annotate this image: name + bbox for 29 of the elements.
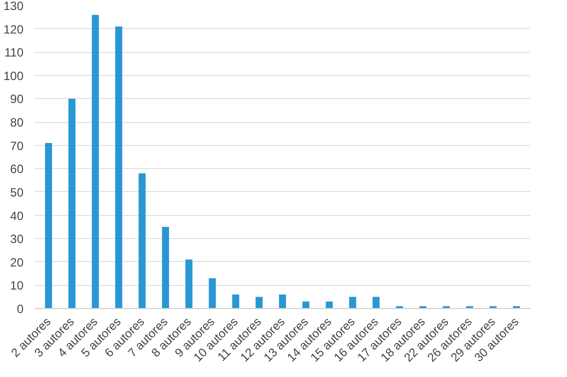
bar — [278, 294, 286, 308]
bar — [115, 26, 122, 308]
bar — [185, 260, 192, 308]
y-tick-label: 50 — [10, 185, 24, 200]
bar — [372, 296, 380, 308]
y-tick-label: 110 — [4, 46, 24, 60]
bar — [349, 296, 356, 308]
y-tick-label: 0 — [16, 302, 24, 316]
y-tick-label: 90 — [10, 92, 24, 106]
y-tick-label: 100 — [3, 68, 24, 83]
y-tick-label: 70 — [10, 138, 24, 153]
y-tick-label: 20 — [10, 255, 24, 270]
bar — [138, 173, 146, 308]
bar — [208, 278, 216, 308]
y-tick-label: 40 — [10, 208, 24, 223]
y-tick-label: 10 — [10, 278, 24, 293]
bar — [92, 14, 99, 308]
bar — [232, 294, 240, 308]
bar — [302, 302, 310, 308]
bar — [162, 226, 170, 308]
bar — [45, 143, 52, 308]
y-tick-label: 80 — [10, 116, 24, 130]
y-tick-label: 120 — [3, 22, 24, 36]
y-tick-label: 30 — [10, 232, 24, 246]
y-tick-label: 130 — [3, 0, 24, 13]
bar — [68, 98, 76, 308]
bar — [326, 302, 333, 308]
bar — [256, 296, 263, 308]
y-tick-label: 60 — [10, 162, 24, 176]
